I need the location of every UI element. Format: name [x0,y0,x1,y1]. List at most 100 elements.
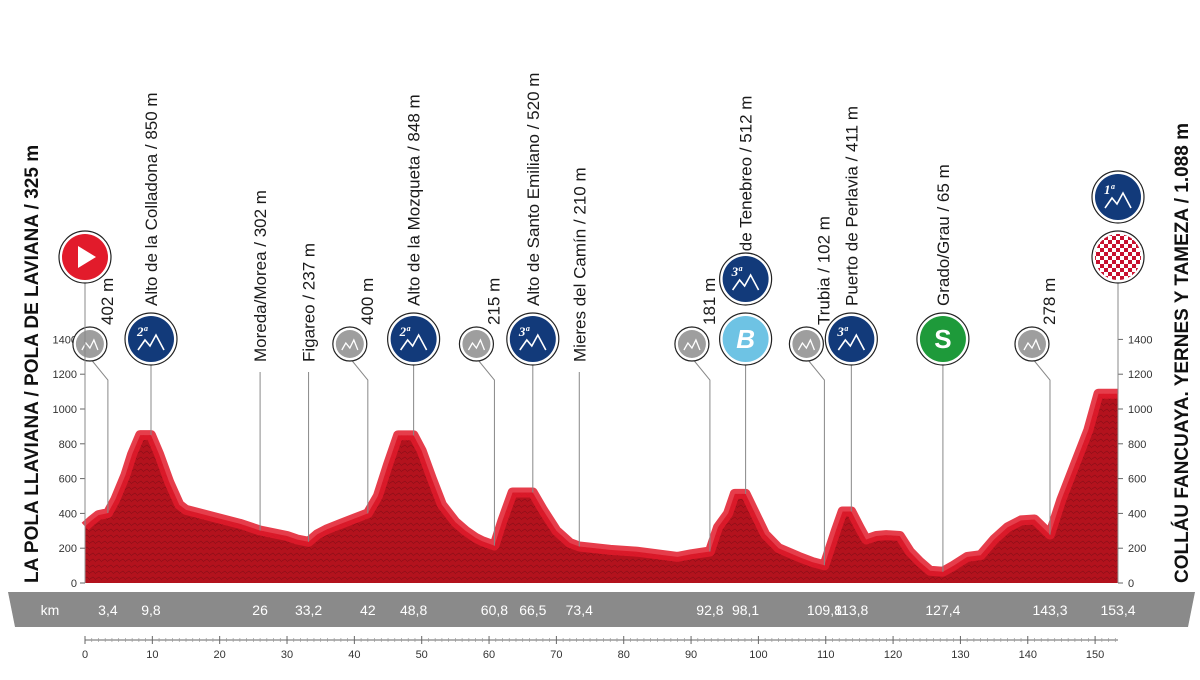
x-tick-label: 100 [749,649,767,661]
x-tick-label: 50 [416,649,428,661]
y-tick-label: 0 [71,578,77,590]
start-label: LA POLA LLAVIANA / POLA DE LAVIANA / 325… [22,145,43,583]
point-badge: 2ª [387,312,441,366]
point-label: 215 m [484,278,503,325]
x-tick-label: 0 [82,649,88,661]
y-tick-label: 200 [59,543,77,555]
feed-glyph [467,338,486,351]
km-point-label: 143,3 [1032,602,1067,618]
x-tick-label: 120 [884,649,902,661]
point-label: Trubia / 102 m [814,216,833,325]
y-tick-label: 200 [1128,543,1146,555]
x-tick-label: 110 [817,649,835,661]
feed-badge [72,326,108,362]
mountain-cat3-icon [509,316,556,362]
bonus-sprint-icon [722,316,769,362]
point-badge: B [719,312,773,366]
feed-zone-icon [792,330,821,358]
play-triangle [78,246,96,268]
y-tick-label: 1000 [1128,404,1152,416]
km-point-label: 127,4 [925,602,960,618]
x-tick-label: 90 [685,649,697,661]
point-badge: 3ª [506,312,560,366]
y-tick-label: 1200 [1128,369,1152,381]
y-tick-label: 400 [1128,508,1146,520]
point-label: 402 m [98,278,117,325]
badge-category: 2ª [136,324,149,339]
point-label: Alto de la Colladona / 850 m [142,92,161,306]
km-point-label: 73,4 [566,602,593,618]
x-tick-label: 10 [146,649,158,661]
y-tick-label: 800 [1128,439,1146,451]
profile-ridge [81,388,1118,577]
feed-badge [458,326,495,362]
y-tick-label: 800 [59,439,77,451]
badge-category: 3ª [731,264,744,279]
point-label: Grado/Grau / 65 m [934,164,953,306]
leader-line [476,357,495,546]
mountain-glyph [519,333,547,351]
feed-badge [1014,326,1050,362]
feed-glyph [797,338,815,351]
y-tick-label: 1000 [53,404,77,416]
x-tick-label: 130 [951,649,969,661]
point-label: Mieres del Camín / 210 m [570,167,589,362]
feed-zone-icon [677,330,706,358]
km-point-label: 48,8 [400,602,427,618]
km-point-label: 66,5 [519,602,546,618]
feed-glyph [341,338,359,351]
feed-badge [788,326,824,362]
x-tick-label: 150 [1086,649,1104,661]
km-point-label: 109,8 [807,602,842,618]
mountain-glyph [731,273,760,291]
leader-line [691,357,711,552]
feed-zone-icon [335,330,364,358]
km-point-label: 113,8 [834,602,868,618]
x-tick-label: 140 [1019,649,1037,661]
y-tick-label: 1400 [1128,334,1152,346]
km-point-label: 33,2 [295,602,322,618]
km-point-label: 92,8 [696,602,723,618]
stacked-badge: 1ª [1091,170,1145,224]
km-point-label: 26 [252,602,268,618]
x-tick-label: 60 [483,649,495,661]
leader-line [806,357,825,566]
point-label: Alto de Santo Emiliano / 520 m [524,73,543,306]
point-label: 400 m [358,278,377,325]
mountain-cat2-icon [127,316,174,362]
feed-zone-icon [75,330,104,358]
feed-glyph [683,338,701,351]
point-badge: 2ª [124,312,178,366]
badge-category: 3ª [836,324,849,339]
feed-badge [674,326,710,362]
mountain-glyph [137,333,165,351]
point-label: Figareo / 237 m [300,243,319,362]
finish-label: COLLÁU FANCUAYA. YERNES Y TAMEZA / 1.088… [1171,123,1193,583]
km-bar [8,592,1195,627]
point-label: Puerto de Perlavia / 411 m [842,106,861,306]
y-tick-label: 600 [59,474,77,486]
leader-line [1031,357,1051,535]
x-tick-label: 40 [348,649,360,661]
badge-letter: S [934,324,951,354]
km-point-label: 98,1 [732,602,759,618]
point-badge: S [916,312,970,366]
mountain-cat3-icon [722,256,769,302]
km-point-label: 60,8 [481,602,508,618]
y-tick-label: 1200 [53,369,77,381]
mountain-cat3-icon [828,316,875,362]
point-badge: 3ª [824,312,878,366]
mountain-glyph [399,333,428,351]
y-tick-label: 1400 [53,334,77,346]
feed-zone-icon [1017,330,1046,358]
feed-glyph [1023,338,1041,351]
sprint-icon [919,316,966,362]
point-label: 278 m [1040,278,1059,325]
km-point-label: 153,4 [1100,602,1135,618]
stacked-badge: 3ª [719,252,773,306]
point-label: Moreda/Morea / 302 m [251,190,270,362]
km-point-label: 9,8 [141,602,161,618]
mountain-glyph [1104,191,1132,209]
y-tick-label: 400 [59,508,77,520]
